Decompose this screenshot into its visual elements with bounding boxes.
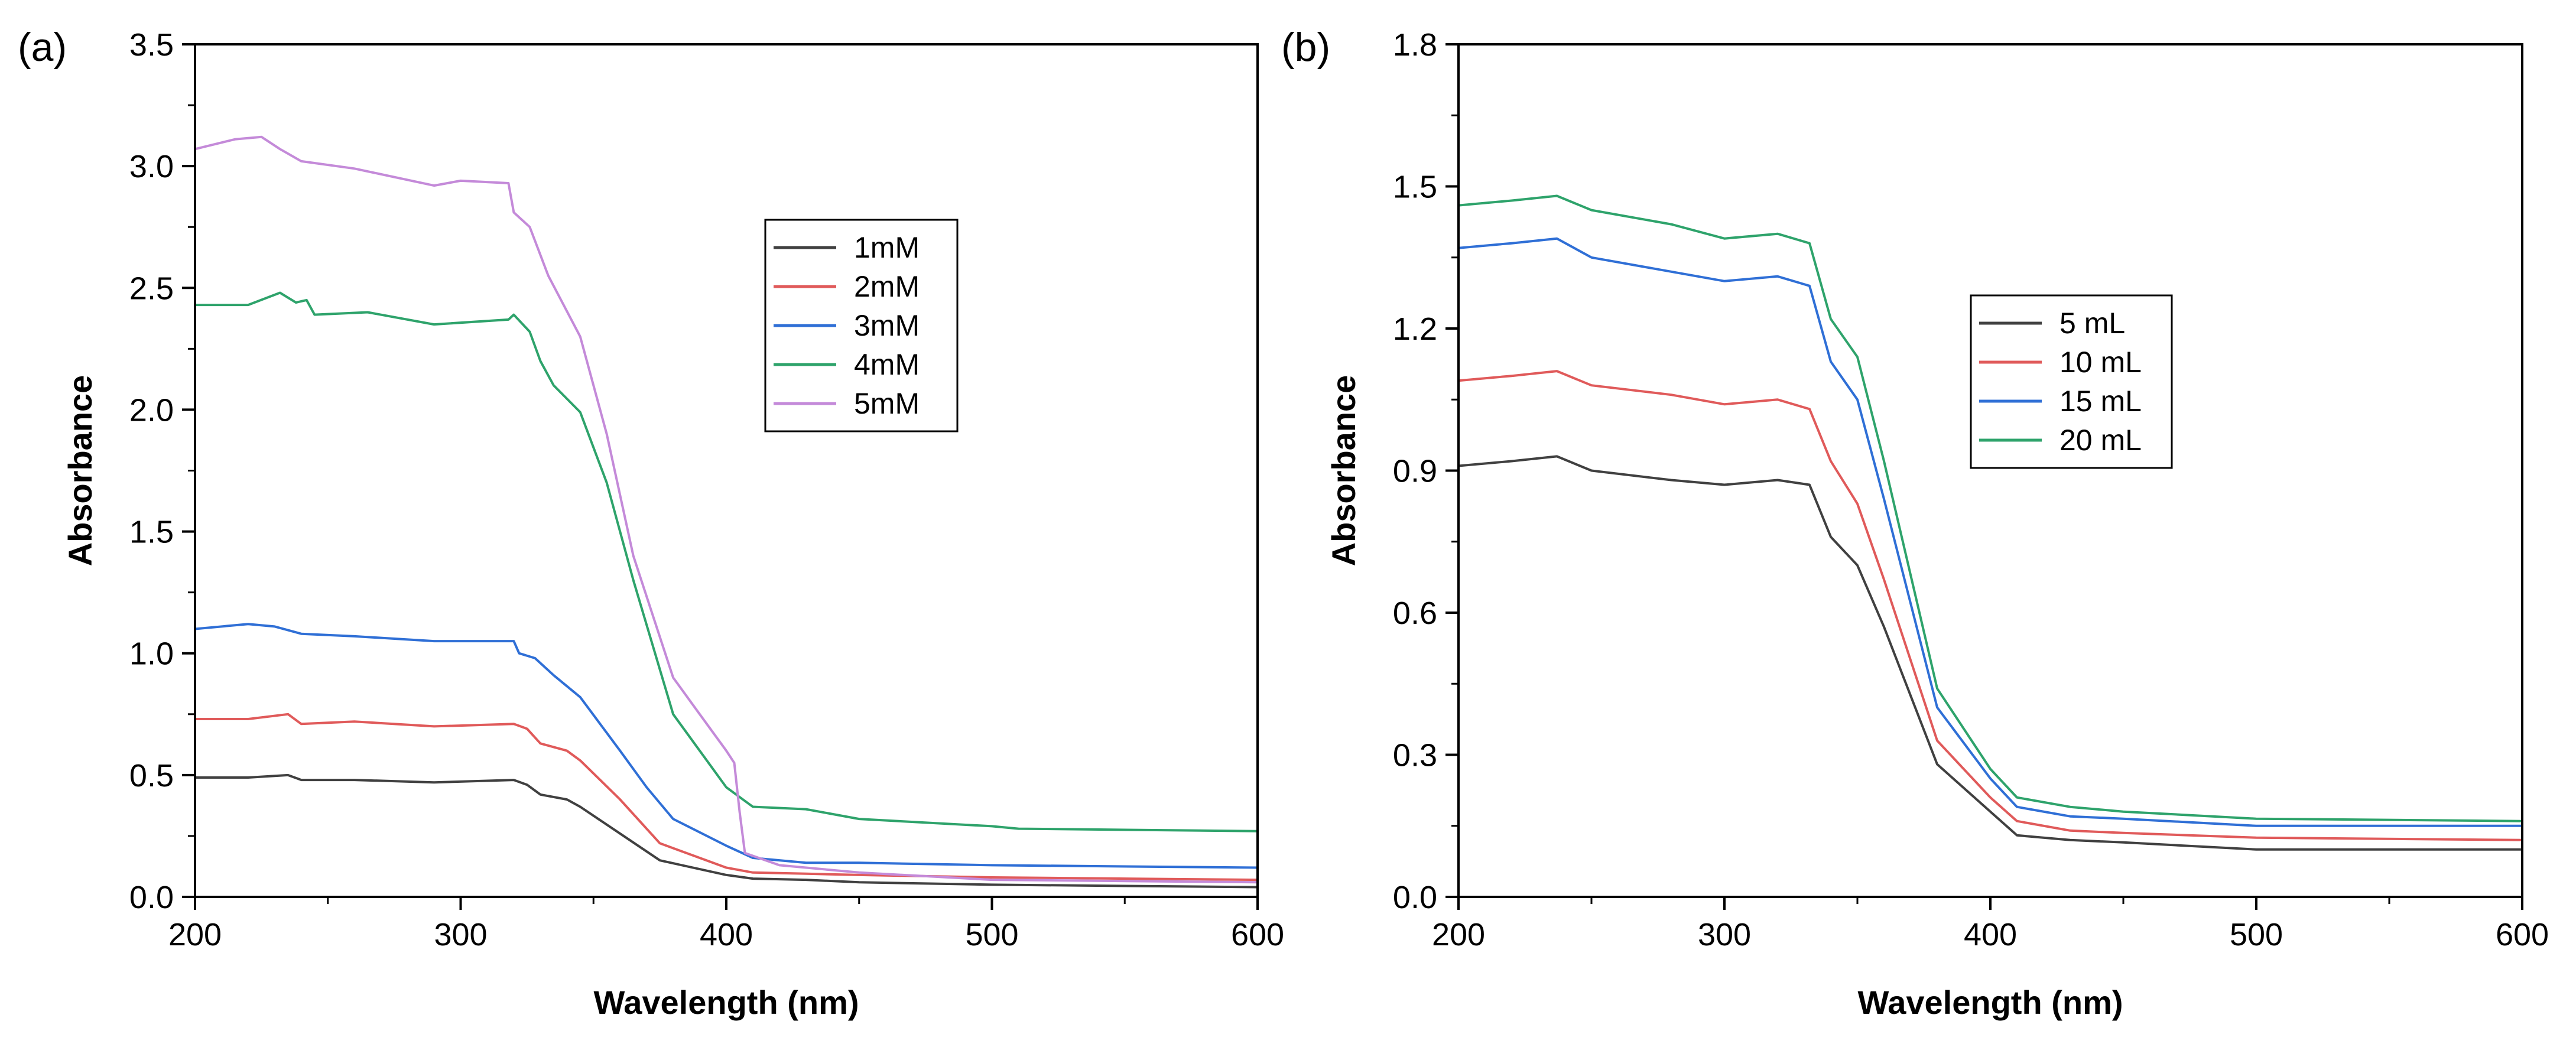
series-line-5ml	[1458, 455, 2522, 851]
x-tick-label: 200	[168, 917, 222, 952]
y-axis-title: Absorbance	[61, 375, 99, 567]
y-tick-label: 1.5	[1393, 170, 1437, 205]
series-line-1mm	[195, 773, 1258, 889]
y-tick-label: 2.5	[129, 271, 174, 306]
y-tick-label: 3.0	[129, 149, 174, 184]
series-group	[1458, 194, 2522, 851]
chart-panel-2: 200 300 400 500 600 0.0 0.3 0.6 0.9 1.2 1.5 1.8 Wave…	[1281, 25, 2549, 1021]
x-tick-label: 500	[965, 917, 1018, 952]
chart-panel-1: 200 300 400 500 600 0.0 0.5 1.0 1.5 2.0 2.5 3.0 3.5 W…	[18, 25, 1284, 1021]
legend-label: 5 mL	[2059, 307, 2125, 340]
y-tick-label: 0.0	[1393, 880, 1437, 915]
y-tick-label: 3.5	[129, 27, 174, 63]
y-tick-label: 0.0	[129, 880, 174, 915]
legend-label: 2mM	[854, 270, 920, 303]
x-tick-label: 200	[1432, 917, 1485, 952]
y-tick-label: 0.5	[129, 758, 174, 793]
series-line-15ml	[1458, 237, 2522, 827]
y-axis-title: Absorbance	[1325, 375, 1362, 567]
legend-label: 20 mL	[2059, 424, 2142, 457]
x-axis-title: Wavelength (nm)	[1857, 984, 2123, 1021]
x-tick-label: 600	[2496, 917, 2549, 952]
legend-label: 15 mL	[2059, 385, 2142, 418]
legend-label: 4mM	[854, 348, 920, 381]
legend-label: 1mM	[854, 231, 920, 264]
x-tick-label: 300	[434, 917, 487, 952]
series-line-4mm	[195, 291, 1258, 832]
x-tick-label: 400	[1964, 917, 2017, 952]
series-group	[195, 135, 1258, 889]
x-tick-label: 500	[2230, 917, 2283, 952]
legend: 5 mL 10 mL 15 mL 20 mL	[1970, 294, 2173, 469]
x-tick-label: 600	[1231, 917, 1284, 952]
legend-label: 10 mL	[2059, 346, 2142, 379]
y-tick-label: 2.0	[129, 392, 174, 428]
x-axis-title: Wavelength (nm)	[593, 984, 859, 1021]
legend: 1mM 2mM 3mM 4mM 5mM	[764, 219, 959, 432]
panel-label: (b)	[1281, 25, 1330, 70]
plot-frame	[194, 43, 1259, 898]
series-line-20ml	[1458, 194, 2522, 822]
series-line-10ml	[1458, 370, 2522, 841]
y-tick-label: 0.6	[1393, 596, 1437, 631]
series-line-5mm	[195, 135, 1258, 884]
y-tick-label: 1.8	[1393, 27, 1437, 63]
x-tick-label: 400	[700, 917, 753, 952]
x-tick-label: 300	[1698, 917, 1751, 952]
y-tick-label: 0.9	[1393, 454, 1437, 489]
y-tick-label: 0.3	[1393, 738, 1437, 773]
legend-label: 5mM	[854, 387, 920, 420]
y-tick-label: 1.0	[129, 636, 174, 672]
series-line-2mm	[195, 713, 1258, 882]
y-tick-label: 1.2	[1393, 311, 1437, 347]
legend-label: 3mM	[854, 309, 920, 342]
y-tick-label: 1.5	[129, 515, 174, 550]
panel-label: (a)	[18, 25, 67, 70]
series-line-3mm	[195, 623, 1258, 869]
